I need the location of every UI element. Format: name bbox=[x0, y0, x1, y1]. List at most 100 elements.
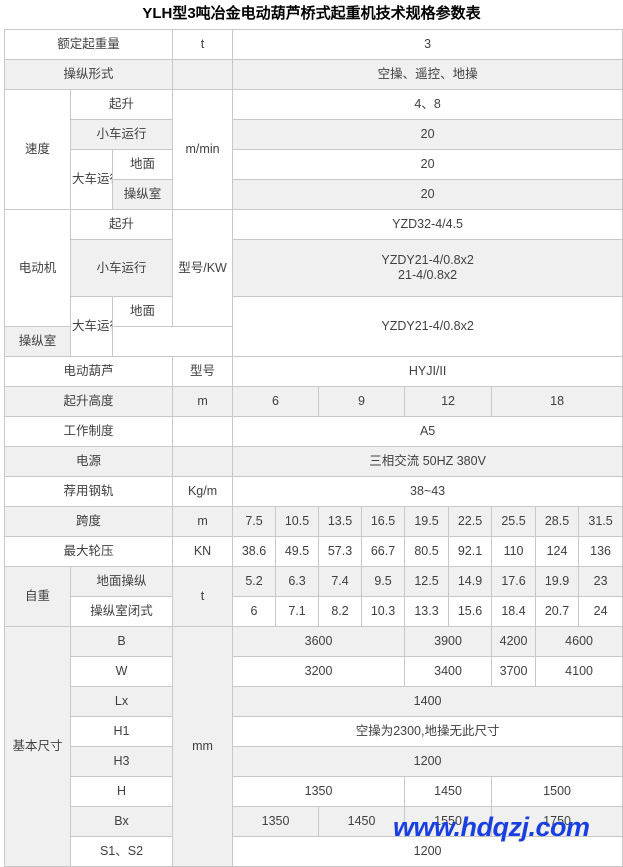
unit-rail: Kg/m bbox=[172, 476, 234, 507]
value-dim-b-1: 3900 bbox=[404, 626, 493, 657]
value-speed-crane-ground: 20 bbox=[232, 149, 623, 180]
value-speed-crane-cab: 20 bbox=[232, 179, 623, 210]
value-dw-ground-3: 9.5 bbox=[361, 566, 406, 597]
value-span-1: 10.5 bbox=[275, 506, 320, 537]
value-wheel-load-8: 136 bbox=[578, 536, 623, 567]
value-wheel-load-3: 66.7 bbox=[361, 536, 406, 567]
row-label-speed-crane-travel: 大车运行 bbox=[70, 149, 113, 210]
value-dim-w-2: 3700 bbox=[491, 656, 537, 687]
table-row: 跨度 m 7.5 10.5 13.5 16.5 19.5 22.5 25.5 2… bbox=[3, 506, 623, 537]
value-dim-w-0: 3200 bbox=[232, 656, 406, 687]
table-row: Bx 1350 1450 1550 1750 bbox=[5, 806, 623, 837]
value-wheel-load-4: 80.5 bbox=[404, 536, 450, 567]
value-span-2: 13.5 bbox=[318, 506, 363, 537]
value-dim-h-1: 1450 bbox=[404, 776, 493, 807]
row-label-dead-weight-cab: 操纵室闭式 bbox=[69, 596, 174, 627]
unit-max-wheel-load: KN bbox=[172, 536, 234, 567]
row-label-motor-trolley: 小车运行 bbox=[69, 239, 174, 297]
row-label-motor: 电动机 bbox=[4, 209, 71, 327]
row-label-control-type: 操纵形式 bbox=[3, 59, 174, 90]
value-rated-capacity: 3 bbox=[232, 29, 623, 60]
value-rail: 38~43 bbox=[232, 476, 623, 507]
unit-speed: m/min bbox=[172, 89, 234, 210]
unit-control-type bbox=[172, 59, 234, 90]
row-label-lift-height: 起升高度 bbox=[3, 386, 174, 417]
unit-rated-capacity: t bbox=[172, 29, 234, 60]
value-dw-ground-2: 7.4 bbox=[318, 566, 363, 597]
table-row: 最大轮压 KN 38.6 49.5 57.3 66.7 80.5 92.1 11… bbox=[3, 536, 623, 567]
row-label-dim-b: B bbox=[69, 626, 174, 657]
row-label-speed-crane-cab: 操纵室 bbox=[111, 179, 174, 210]
table-row: 操纵形式 空操、遥控、地操 bbox=[3, 59, 623, 90]
unit-dead-weight: t bbox=[172, 566, 234, 627]
row-label-speed-crane-ground: 地面 bbox=[111, 149, 174, 180]
table-row: 基本尺寸 B mm 3600 3900 4200 4600 bbox=[4, 626, 623, 867]
row-label-dead-weight: 自重 bbox=[4, 566, 71, 627]
value-dw-cab-6: 18.4 bbox=[491, 596, 537, 627]
row-label-motor-crane-travel: 大车运行 bbox=[70, 296, 113, 357]
unit-span: m bbox=[172, 506, 234, 537]
value-motor-trolley: YZDY21-4/0.8x2 21-4/0.8x2 bbox=[232, 239, 623, 297]
row-label-dim-h3: H3 bbox=[69, 746, 174, 777]
value-power-supply: 三相交流 50HZ 380V bbox=[232, 446, 623, 477]
value-dw-cab-1: 7.1 bbox=[275, 596, 320, 627]
table-row: 荐用钢轨 Kg/m 38~43 bbox=[3, 476, 623, 507]
value-wheel-load-5: 92.1 bbox=[448, 536, 493, 567]
value-dim-h3: 1200 bbox=[232, 746, 623, 777]
value-dim-b-2: 4200 bbox=[491, 626, 537, 657]
value-lift-height-2: 12 bbox=[404, 386, 493, 417]
table-row: 额定起重量 t 3 bbox=[3, 29, 623, 60]
value-dw-cab-8: 24 bbox=[578, 596, 623, 627]
value-hoist-model: HYJI/II bbox=[232, 356, 623, 387]
motor-trolley-line1: YZDY21-4/0.8x2 bbox=[381, 253, 474, 267]
table-row: 大车运行 地面 YZDY21-4/0.8x2 bbox=[5, 296, 623, 357]
table-row: 小车运行 20 bbox=[5, 119, 623, 150]
value-span-5: 22.5 bbox=[448, 506, 493, 537]
unit-motor: 型号/KW bbox=[172, 209, 234, 327]
unit-lift-height: m bbox=[172, 386, 234, 417]
row-label-dead-weight-ground: 地面操纵 bbox=[69, 566, 174, 597]
value-motor-lifting: YZD32-4/4.5 bbox=[232, 209, 623, 240]
motor-trolley-line2: 21-4/0.8x2 bbox=[398, 268, 458, 282]
value-lift-height-0: 6 bbox=[232, 386, 320, 417]
row-label-motor-lifting: 起升 bbox=[69, 209, 174, 240]
value-span-6: 25.5 bbox=[491, 506, 537, 537]
value-dw-cab-0: 6 bbox=[232, 596, 277, 627]
value-speed-trolley: 20 bbox=[232, 119, 623, 150]
row-label-speed: 速度 bbox=[4, 89, 71, 210]
value-span-3: 16.5 bbox=[361, 506, 406, 537]
row-label-work-duty: 工作制度 bbox=[3, 416, 174, 447]
value-span-0: 7.5 bbox=[232, 506, 277, 537]
value-work-duty: A5 bbox=[232, 416, 623, 447]
row-label-power-supply: 电源 bbox=[3, 446, 174, 477]
row-label-dim-s1-s2: S1、S2 bbox=[69, 836, 174, 867]
table-row: H1 空操为2300,地操无此尺寸 bbox=[5, 716, 623, 747]
value-dim-h-2: 1500 bbox=[491, 776, 623, 807]
table-row: 工作制度 A5 bbox=[3, 416, 623, 447]
value-dim-b-0: 3600 bbox=[232, 626, 406, 657]
value-dw-ground-0: 5.2 bbox=[232, 566, 277, 597]
value-dw-ground-4: 12.5 bbox=[404, 566, 450, 597]
table-row: H 1350 1450 1500 bbox=[5, 776, 623, 807]
value-dim-lx: 1400 bbox=[232, 686, 623, 717]
row-label-rail: 荐用钢轨 bbox=[3, 476, 174, 507]
value-dw-ground-8: 23 bbox=[578, 566, 623, 597]
value-span-4: 19.5 bbox=[404, 506, 450, 537]
page-title: YLH型3吨冶金电动葫芦桥式起重机技术规格参数表 bbox=[142, 5, 481, 22]
value-lift-height-3: 18 bbox=[491, 386, 623, 417]
table-row: Lx 1400 bbox=[5, 686, 623, 717]
row-label-motor-crane-cab: 操纵室 bbox=[4, 326, 71, 357]
row-label-max-wheel-load: 最大轮压 bbox=[3, 536, 174, 567]
value-wheel-load-1: 49.5 bbox=[275, 536, 320, 567]
value-dim-b-3: 4600 bbox=[535, 626, 623, 657]
value-motor-crane: YZDY21-4/0.8x2 bbox=[232, 296, 623, 357]
value-lift-height-1: 9 bbox=[318, 386, 406, 417]
crane-travel-line1: 大车运行 bbox=[72, 319, 112, 333]
row-label-span: 跨度 bbox=[3, 506, 174, 537]
value-dw-ground-5: 14.9 bbox=[448, 566, 493, 597]
table-row: 电源 三相交流 50HZ 380V bbox=[3, 446, 623, 477]
value-dw-cab-7: 20.7 bbox=[535, 596, 580, 627]
value-dw-cab-2: 8.2 bbox=[318, 596, 363, 627]
table-row: 操纵室闭式 6 7.1 8.2 10.3 13.3 15.6 18.4 20.7… bbox=[5, 596, 623, 627]
value-dw-cab-3: 10.3 bbox=[361, 596, 406, 627]
